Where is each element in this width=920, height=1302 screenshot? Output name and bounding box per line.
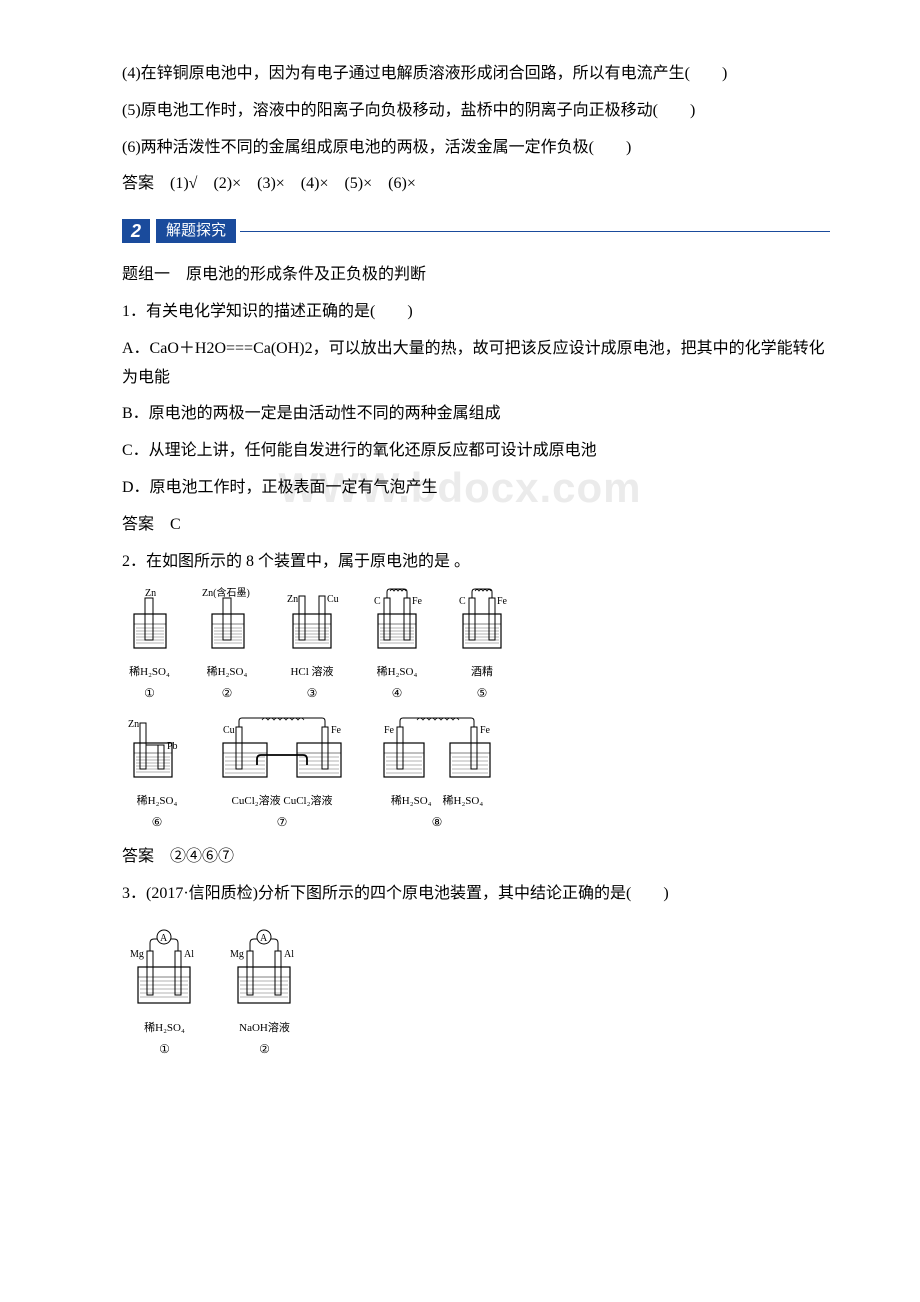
beaker-8-svg: Fe Fe [372,715,502,790]
beaker-2-svg: Zn(含石墨) [192,586,262,661]
q1-answer: 答案 C [90,511,830,540]
svg-text:C: C [459,596,466,607]
svg-text:Al: Al [284,949,294,960]
svg-text:Mg: Mg [130,949,144,960]
answer-line-1: 答案 (1)√ (2)× (3)× (4)× (5)× (6)× [90,170,830,199]
beaker-6-solution: 稀H₂SO₄ [137,792,178,812]
svg-text:Al: Al [184,949,194,960]
beaker-4-solution: 稀H₂SO₄ [377,663,418,683]
beaker-8: Fe Fe 稀H₂SO₄ 稀H₂SO₄ ⑧ [372,715,502,833]
beaker-3-num: ③ [307,683,318,705]
beaker-1-svg: Zn [122,586,177,661]
beaker-5: C Fe 酒精 ⑤ [447,586,517,704]
svg-text:Mg: Mg [230,949,244,960]
beaker-7-num: ⑦ [277,812,288,834]
beaker-7: Cu Fe CuCl₂溶液 CuCl₂溶液 ⑦ [207,715,357,833]
beaker-1-solution: 稀H₂SO₄ [129,663,170,683]
q3-beaker-2-solution: NaOH溶液 [239,1019,290,1039]
svg-text:C: C [374,596,381,607]
q3-beaker-1-solution: 稀H₂SO₄ [144,1019,185,1039]
group-title: 题组一 原电池的形成条件及正负极的判断 [90,261,830,290]
beaker-4-svg: C Fe [362,586,432,661]
beaker-row-2: Zn Pb 稀H₂SO₄ ⑥ Cu Fe [122,715,830,833]
beaker-4: C Fe 稀H₂SO₄ ④ [362,586,432,704]
svg-text:Fe: Fe [497,596,508,607]
question-4: (4)在锌铜原电池中，因为有电子通过电解质溶液形成闭合回路，所以有电流产生( ) [90,60,830,89]
beaker-1: Zn 稀H₂SO₄ ① [122,586,177,704]
beaker-2-num: ② [222,683,233,705]
svg-text:A: A [160,933,168,944]
beaker-8-num: ⑧ [432,812,443,834]
svg-text:Zn: Zn [287,594,298,605]
svg-text:Fe: Fe [480,725,491,736]
q1-option-d: D．原电池工作时，正极表面一定有气泡产生 [90,474,830,503]
beaker-7-svg: Cu Fe [207,715,357,790]
beaker-6: Zn Pb 稀H₂SO₄ ⑥ [122,715,192,833]
beaker-1-num: ① [144,683,155,705]
section-header: 2 解题探究 [122,219,830,243]
svg-text:Cu: Cu [223,725,235,736]
q3-beaker-row: A Mg Al 稀H₂SO₄ ① A Mg Al [122,929,830,1060]
beaker-5-svg: C Fe [447,586,517,661]
svg-text:A: A [260,933,268,944]
svg-text:Cu: Cu [327,594,339,605]
section-badge: 2 [122,219,150,243]
q3-beaker-2-svg: A Mg Al [222,929,307,1017]
q1-stem: 1．有关电化学知识的描述正确的是( ) [90,298,830,327]
q1-option-c: C．从理论上讲，任何能自发进行的氧化还原反应都可设计成原电池 [90,437,830,466]
q1-option-a: A．CaO＋H2O===Ca(OH)2，可以放出大量的热，故可把该反应设计成原电… [90,335,830,393]
svg-text:Zn(含石墨): Zn(含石墨) [202,586,250,599]
beaker-4-num: ④ [392,683,403,705]
svg-text:Fe: Fe [384,725,395,736]
q2-stem: 2．在如图所示的 8 个装置中，属于原电池的是 。 [90,548,830,577]
section-line [240,231,830,232]
svg-text:Zn: Zn [145,588,156,599]
q1-option-b: B．原电池的两极一定是由活动性不同的两种金属组成 [90,400,830,429]
section-title: 解题探究 [156,219,236,243]
beaker-7-solution: CuCl₂溶液 CuCl₂溶液 [232,792,333,812]
beaker-3-svg: Zn Cu [277,586,347,661]
beaker-3: Zn Cu HCl 溶液 ③ [277,586,347,704]
beaker-5-solution: 酒精 [471,663,493,683]
beaker-3-solution: HCl 溶液 [290,663,333,683]
beaker-8-solution: 稀H₂SO₄ 稀H₂SO₄ [391,792,483,812]
beaker-2: Zn(含石墨) 稀H₂SO₄ ② [192,586,262,704]
question-6: (6)两种活泼性不同的金属组成原电池的两极，活泼金属一定作负极( ) [90,134,830,163]
q2-answer: 答案 ②④⑥⑦ [90,843,830,872]
beaker-row-1: Zn 稀H₂SO₄ ① Zn(含石墨) 稀H₂SO₄ ② [122,586,830,704]
q3-beaker-1-svg: A Mg Al [122,929,207,1017]
question-5: (5)原电池工作时，溶液中的阳离子向负极移动，盐桥中的阴离子向正极移动( ) [90,97,830,126]
q3-stem: 3．(2017·信阳质检)分析下图所示的四个原电池装置，其中结论正确的是( ) [90,880,830,909]
beaker-6-svg: Zn Pb [122,715,192,790]
q3-beaker-1-num: ① [159,1039,170,1061]
svg-text:Fe: Fe [412,596,423,607]
svg-text:Zn: Zn [128,719,139,730]
beaker-2-solution: 稀H₂SO₄ [207,663,248,683]
q3-beaker-1: A Mg Al 稀H₂SO₄ ① [122,929,207,1060]
q3-beaker-2-num: ② [259,1039,270,1061]
svg-text:Fe: Fe [331,725,342,736]
q3-beaker-2: A Mg Al NaOH溶液 ② [222,929,307,1060]
beaker-6-num: ⑥ [152,812,163,834]
beaker-5-num: ⑤ [477,683,488,705]
